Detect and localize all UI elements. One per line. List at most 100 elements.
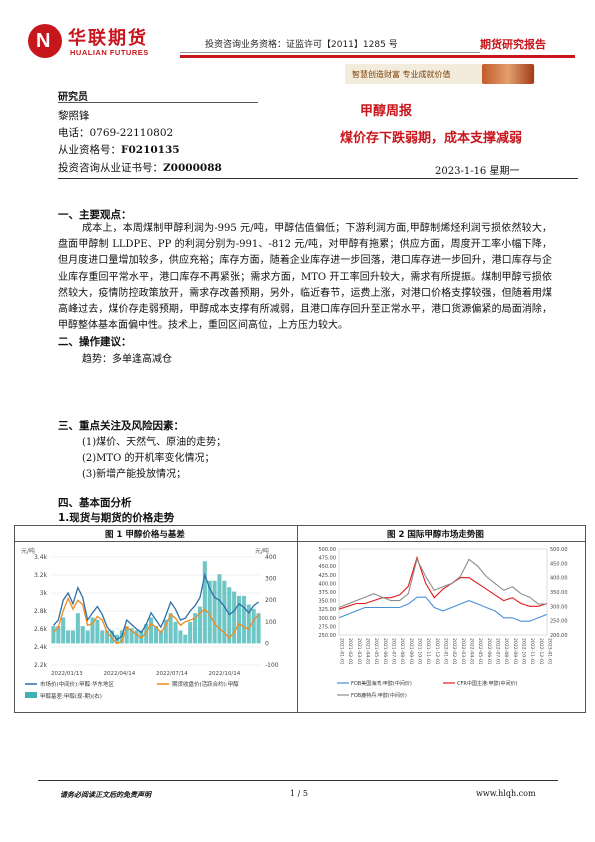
chart1-basis-bar bbox=[95, 619, 100, 644]
chart1-basis-bar bbox=[163, 619, 168, 644]
chart1-basis-bar bbox=[139, 630, 144, 644]
header-divider-red bbox=[180, 55, 575, 58]
chart1-x-tick: 2022/01/13 bbox=[51, 671, 83, 677]
chart1-basis-bar bbox=[168, 613, 173, 644]
chart2-x-tick: 2022-07-01 bbox=[495, 638, 501, 665]
chart1-y-left-tick: 3.4k bbox=[34, 554, 48, 561]
chart1-basis-bar bbox=[183, 634, 188, 644]
chart1-y-right-tick: 100 bbox=[265, 619, 277, 626]
chart2-x-tick: 2021-01-01 bbox=[339, 638, 345, 665]
chart1-basis-bar bbox=[85, 630, 90, 644]
chart2-y-left-tick: 250.00 bbox=[319, 633, 337, 639]
chart2-x-tick: 2021-06-01 bbox=[382, 638, 388, 665]
chart1-basis-bar bbox=[236, 595, 242, 644]
chart2-y-left-tick: 325.00 bbox=[319, 607, 337, 613]
chart1-legend-spot: 市场价(中间价):甲醇:华东地区 bbox=[40, 680, 114, 688]
chart1-basis-bar bbox=[66, 630, 71, 644]
header-divider-gray bbox=[180, 52, 480, 53]
chart2-x-tick: 2022-01-01 bbox=[443, 638, 449, 665]
chart2-plot-border bbox=[338, 548, 548, 636]
chart1-y-left-tick: 3.2k bbox=[34, 572, 48, 579]
chart1-legend-swatch-basis bbox=[25, 692, 37, 698]
chart2-y-right-tick: 200.00 bbox=[550, 633, 568, 639]
logo-cn-text: 华联期货 bbox=[68, 28, 148, 49]
chart2-y-left-tick: 375.00 bbox=[319, 590, 337, 596]
figure-divider bbox=[297, 526, 298, 712]
chart1-basis-bar bbox=[256, 613, 261, 644]
report-subtitle: 煤价存下跌弱期，成本支撑减弱 bbox=[340, 131, 523, 146]
section2-body: 趋势：多单逢高减仓 bbox=[82, 354, 172, 365]
chart2-x-tick: 2022-05-01 bbox=[477, 638, 483, 665]
chart1-basis-bar bbox=[124, 626, 129, 644]
chart1-basis-bar bbox=[129, 628, 134, 644]
chart2-x-tick: 2021-03-01 bbox=[356, 638, 362, 665]
section3-title: 三、重点关注及风险因素： bbox=[58, 420, 184, 432]
chart2-y-right-tick: 400.00 bbox=[550, 576, 568, 582]
chart2-y-right-tick: 500.00 bbox=[550, 547, 568, 553]
chart1-y-left-tick: 2.6k bbox=[34, 626, 48, 633]
chart2-x-tick: 2022-12-01 bbox=[538, 638, 544, 665]
chart1-basis-bar bbox=[80, 626, 85, 644]
footer-divider bbox=[38, 780, 558, 781]
chart1-y-right-tick: 0 bbox=[265, 640, 269, 647]
risk-item: (2)MTO 的开机率变化情况； bbox=[82, 453, 215, 464]
chart2-x-tick: 2021-07-01 bbox=[391, 638, 397, 665]
slogan-text: 智慧创造财富 专业成就价值 bbox=[352, 70, 451, 79]
chart1-basis-bar bbox=[61, 617, 66, 644]
chart2-x-tick: 2022-11-01 bbox=[529, 638, 535, 665]
analyst-consult: 投资咨询从业证书号：Z0000088 bbox=[58, 160, 222, 175]
footer-disclaimer: 请务必阅读正文后的免责声明 bbox=[60, 791, 151, 799]
figure-title-divider bbox=[15, 541, 585, 542]
chart1-y-right-tick: 200 bbox=[265, 597, 277, 604]
chart2-x-tick: 2021-04-01 bbox=[365, 638, 371, 665]
analyst-name: 黎照锋 bbox=[58, 110, 90, 122]
chart1-basis-bar bbox=[149, 617, 154, 644]
figure2-title: 图 2 国际甲醇市场走势图 bbox=[387, 530, 484, 540]
chart1-basis-bar bbox=[246, 604, 251, 644]
chart2-x-tick: 2021-11-01 bbox=[425, 638, 431, 665]
chart1-y-left-tick: 3k bbox=[40, 590, 48, 597]
chart1-x-tick: 2022/10/14 bbox=[209, 671, 241, 677]
chart1-y-left-tick: 2.2k bbox=[34, 662, 48, 669]
chart1-basis-bar bbox=[197, 606, 202, 644]
chart2-svg: 500.00 475.00 450.00 425.00 400.00 375.00 350.… bbox=[319, 547, 568, 699]
chart1-basis-bar bbox=[251, 608, 256, 644]
chart2-x-tick: 2022-02-01 bbox=[451, 638, 457, 665]
chart2-y-right-tick: 300.00 bbox=[550, 604, 568, 610]
chart2-y-left-tick: 425.00 bbox=[319, 573, 337, 579]
chart1-basis-bar bbox=[241, 595, 246, 644]
slogan-decor-image bbox=[482, 64, 534, 84]
chart2-x-tick: 2022-10-01 bbox=[521, 638, 527, 665]
figure1-title: 图 1 甲醇价格与基差 bbox=[105, 530, 185, 540]
info-divider bbox=[58, 178, 578, 179]
section1-body: 成本上，本周煤制甲醇利润为-995 元/吨，甲醇估值偏低；下游利润方面,甲醇制烯… bbox=[58, 223, 552, 332]
chart1-basis-bar bbox=[188, 621, 193, 644]
chart1-y-left-tick: 2.8k bbox=[34, 608, 48, 615]
chart1-basis-bar bbox=[105, 630, 110, 644]
chart1-basis-bar bbox=[158, 630, 163, 644]
chart2-x-tick: 2022-04-01 bbox=[469, 638, 475, 665]
chart2-usgulf-line bbox=[338, 596, 548, 622]
chart2-cfr-line bbox=[338, 555, 548, 610]
chart1-basis-bar bbox=[193, 613, 198, 644]
chart1-y-left-tick: 2.4k bbox=[34, 644, 48, 651]
risk-item: (1)煤价、天然气、原油的走势； bbox=[82, 437, 227, 448]
website-link[interactable]: www.hlqh.com bbox=[476, 789, 536, 798]
chart1-basis-bar bbox=[144, 623, 149, 644]
report-date: 2023-1-16 星期一 bbox=[435, 166, 520, 177]
chart1-svg: 元/吨 元/吨3.4k3.2k3k2.8k2.6k2.4k2.2k40030020… bbox=[21, 547, 279, 700]
chart2-y-left-tick: 475.00 bbox=[319, 556, 337, 562]
chart1-left-unit: 元/吨 bbox=[21, 547, 35, 555]
chart2-x-tick: 2022-09-01 bbox=[512, 638, 518, 665]
analyst-heading: 研究员 bbox=[58, 92, 88, 103]
chart1-y-right-tick: 300 bbox=[265, 576, 277, 583]
section2-title: 二、操作建议： bbox=[58, 336, 132, 348]
chart1-basis-bar bbox=[212, 580, 217, 644]
chart2-y-left-tick: 275.00 bbox=[319, 624, 337, 630]
chart1-basis-bar bbox=[100, 630, 105, 644]
chart2-legend-cfr: CFR中国主港:甲醇(中间价) bbox=[457, 680, 517, 687]
chart2-rotterdam-line bbox=[338, 557, 547, 609]
chart2-x-tick: 2023-01-01 bbox=[547, 638, 553, 665]
chart2-y-left-tick: 450.00 bbox=[319, 564, 337, 570]
chart1-basis-bar bbox=[153, 626, 159, 644]
